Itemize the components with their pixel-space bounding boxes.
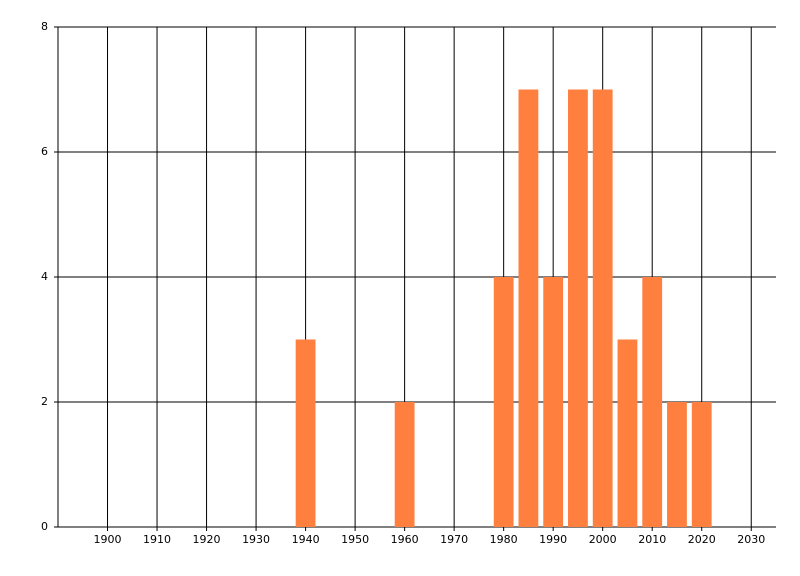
x-tick-label: 1970 [440,533,468,546]
bar [568,89,588,527]
x-tick-label: 2010 [638,533,666,546]
bar [295,339,316,527]
x-tick-label: 1980 [490,533,518,546]
y-tick-label: 4 [41,270,48,283]
x-tick-label: 2000 [589,533,617,546]
x-tick-label: 1950 [341,533,369,546]
y-tick-label: 0 [41,520,48,533]
bar [518,89,539,527]
x-tick-label: 1920 [193,533,221,546]
bar [691,402,712,527]
bar [592,89,613,527]
bar [667,402,687,527]
y-tick-label: 8 [41,20,48,33]
x-tick-label: 1900 [94,533,122,546]
x-tick-label: 1910 [143,533,171,546]
x-tick-label: 1990 [539,533,567,546]
x-tick-label: 2030 [737,533,765,546]
x-tick-label: 2020 [688,533,716,546]
x-tick-label: 1930 [242,533,270,546]
bar [394,402,415,527]
bar [493,277,514,527]
y-tick-label: 6 [41,145,48,158]
bar [642,277,663,527]
bar [617,339,638,527]
y-tick-label: 2 [41,395,48,408]
x-tick-label: 1940 [292,533,320,546]
x-tick-label: 1960 [391,533,419,546]
bar [543,277,564,527]
